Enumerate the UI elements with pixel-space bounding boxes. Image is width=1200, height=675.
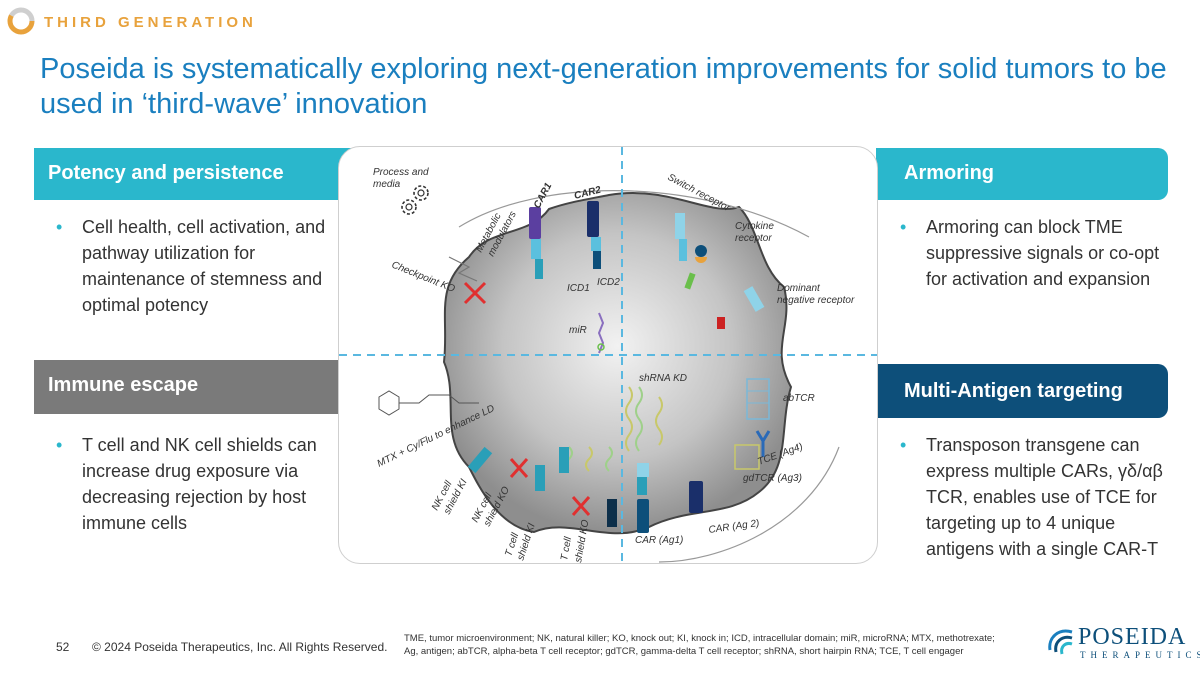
label-dominant: Dominant <box>777 283 821 294</box>
label-shrna: shRNA KD <box>639 373 687 384</box>
label-dominant-2: negative receptor <box>777 295 855 306</box>
potency-heading: Potency and persistence <box>34 148 364 200</box>
logo-wordmark: POSEIDA <box>1078 624 1187 650</box>
label-abtcr: abTCR <box>783 393 815 404</box>
page-number: 52 <box>56 640 70 654</box>
generation-ring-icon <box>7 7 35 35</box>
poseida-logo: POSEIDA THERAPEUTICS <box>1044 622 1200 662</box>
escape-bullets: • T cell and NK cell shields can increase… <box>56 435 317 533</box>
abbreviations-line-2: Ag, antigen; abTCR, alpha-beta T cell re… <box>404 646 964 657</box>
mir-hairpin <box>597 312 605 354</box>
knockout-x-icon <box>463 281 487 305</box>
label-mir: miR <box>569 325 587 336</box>
molecule-icon <box>378 390 479 416</box>
section-eyebrow: THIRD GENERATION <box>44 14 257 31</box>
gear-icon <box>413 185 429 201</box>
targeting-bullets: • Transposon transgene can express multip… <box>900 435 1163 559</box>
label-cytokine: Cytokine <box>735 221 774 232</box>
logo-subtitle: THERAPEUTICS <box>1080 650 1200 660</box>
shrna-waves <box>625 386 663 452</box>
targeting-heading: Multi-Antigen targeting <box>876 364 1168 418</box>
escape-heading: Immune escape <box>34 360 364 414</box>
label-car-ag2: CAR (Ag 2) <box>708 518 760 536</box>
label-car-ag1: CAR (Ag1) <box>635 535 683 546</box>
label-gdtcr: gdTCR (Ag3) <box>743 473 802 484</box>
label-icd1: ICD1 <box>567 283 590 294</box>
label-icd2: ICD2 <box>597 277 620 288</box>
t-cell-diagram-svg: Process and media Metabolic modulators C… <box>309 147 877 564</box>
abbreviations: TME, tumor microenvironment; NK, natural… <box>404 632 1004 658</box>
label-process: Process and <box>373 167 429 178</box>
label-checkpoint: Checkpoint KO <box>390 260 457 295</box>
potency-bullets: • Cell health, cell activation, and pathw… <box>56 217 326 315</box>
label-process-2: media <box>373 179 401 190</box>
label-cytokine-2: receptor <box>735 233 772 244</box>
copyright: © 2024 Poseida Therapeutics, Inc. All Ri… <box>92 640 388 654</box>
wave-logo-icon <box>1048 629 1073 655</box>
armoring-bullets: • Armoring can block TME suppressive sign… <box>900 217 1160 289</box>
targeting-bullet: Transposon transgene can express multipl… <box>926 435 1163 559</box>
label-t-ko: T cell <box>559 535 574 561</box>
armoring-heading: Armoring <box>876 148 1168 200</box>
armoring-bullet: Armoring can block TME suppressive signa… <box>926 217 1160 289</box>
abbreviations-line-1: TME, tumor microenvironment; NK, natural… <box>404 633 995 644</box>
cell-membrane <box>442 192 793 535</box>
knockout-x-icon <box>509 458 591 516</box>
escape-bullet: T cell and NK cell shields can increase … <box>82 435 317 533</box>
t-cell-diagram: Process and media Metabolic modulators C… <box>309 146 878 564</box>
tce-icon <box>755 430 771 457</box>
potency-bullet: Cell health, cell activation, and pathwa… <box>82 217 326 315</box>
gear-icon <box>401 199 417 215</box>
page-title: Poseida is systematically exploring next… <box>40 53 1167 120</box>
